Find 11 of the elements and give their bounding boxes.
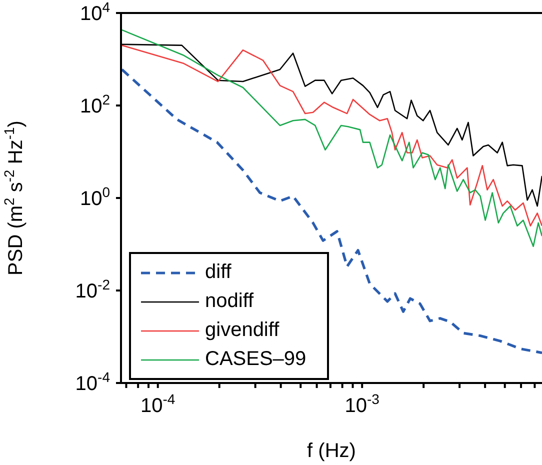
- legend-label: nodiff: [205, 290, 254, 313]
- y-tick-label: 10$^{2}$: [80, 92, 110, 118]
- y-tick-label: 10$^{-2}$: [75, 276, 110, 302]
- y-tick-label: 10$^{0}$: [80, 184, 110, 210]
- y-tick-label: 10$^{4}$: [80, 0, 110, 25]
- y-tick-label: 10$^{-4}$: [75, 369, 110, 395]
- x-tick-label: 10$^{-3}$: [344, 391, 380, 417]
- x-axis-title: f (Hz): [307, 440, 356, 462]
- legend-label: diff: [205, 261, 232, 284]
- legend-label: CASES–99: [205, 348, 306, 371]
- legend-label: givendiff: [205, 319, 280, 342]
